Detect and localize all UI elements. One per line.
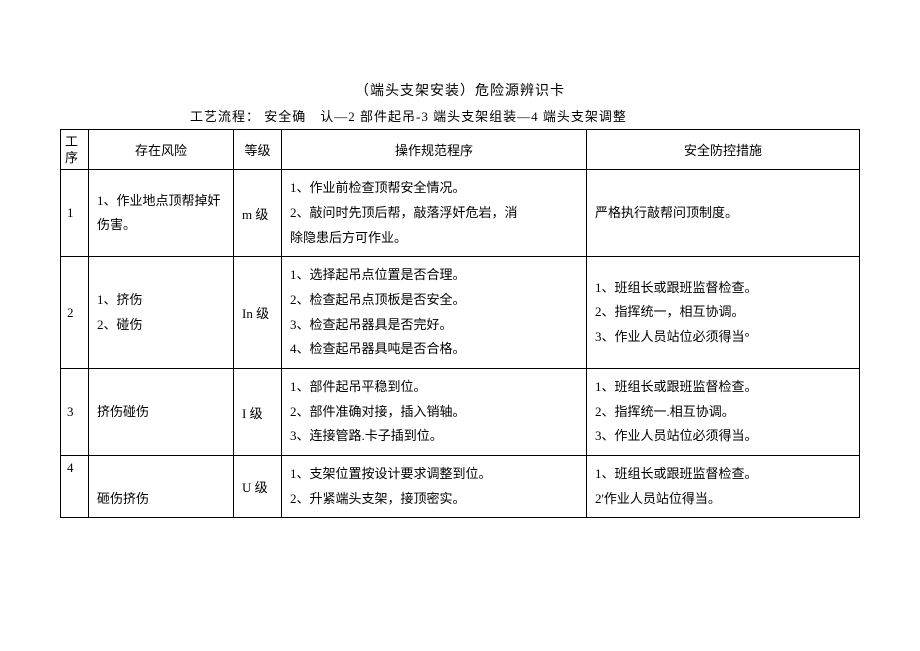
header-procedure: 操作规范程序 bbox=[282, 130, 587, 170]
measure-line: 1、班组长或跟班监督检查。 bbox=[595, 375, 851, 400]
document-title: （端头支架安装）危险源辨识卡 bbox=[60, 80, 860, 100]
cell-seq: 3 bbox=[61, 369, 89, 456]
procedure-line: 2、升紧端头支架，接顶密实。 bbox=[290, 487, 578, 512]
header-seq-l1: 工 bbox=[65, 134, 84, 150]
measure-line: 严格执行敲帮问顶制度。 bbox=[595, 201, 851, 226]
header-risk: 存在风险 bbox=[89, 130, 234, 170]
risk-line: 1、作业地点顶帮掉奸 bbox=[97, 189, 225, 214]
table-row: 4砸伤挤伤U 级1、支架位置按设计要求调整到位。2、升紧端头支架，接顶密实。1、… bbox=[61, 456, 860, 518]
table-header-row: 工 序 存在风险 等级 操作规范程序 安全防控措施 bbox=[61, 130, 860, 170]
measure-line: 2、指挥统一，相互协调。 bbox=[595, 300, 851, 325]
measure-line: 2'作业人员站位得当。 bbox=[595, 487, 851, 512]
cell-risk: 1、作业地点顶帮掉奸伤害。 bbox=[89, 170, 234, 257]
cell-seq: 1 bbox=[61, 170, 89, 257]
procedure-line: 3、检查起吊器具是否完好。 bbox=[290, 313, 578, 338]
hazard-table: 工 序 存在风险 等级 操作规范程序 安全防控措施 11、作业地点顶帮掉奸伤害。… bbox=[60, 129, 860, 518]
cell-risk: 挤伤碰伤 bbox=[89, 369, 234, 456]
process-label: 工艺流程： bbox=[190, 109, 260, 124]
cell-procedure: 1、作业前检查顶帮安全情况。2、敲问时先顶后帮，敲落浮奸危岩，消除隐患后方可作业… bbox=[282, 170, 587, 257]
process-flow: 工艺流程： 安全确 认—2 部件起吊-3 端头支架组装—4 端头支架调整 bbox=[60, 106, 860, 125]
cell-measure: 1、班组长或跟班监督检查。2'作业人员站位得当。 bbox=[587, 456, 860, 518]
measure-line: 2、指挥统一.相互协调。 bbox=[595, 400, 851, 425]
table-row: 21、挤伤2、碰伤In 级1、选择起吊点位置是否合理。2、检查起吊点顶板是否安全… bbox=[61, 257, 860, 369]
measure-line: 1、班组长或跟班监督检查。 bbox=[595, 276, 851, 301]
procedure-line: 2、敲问时先顶后帮，敲落浮奸危岩，消 bbox=[290, 201, 578, 226]
cell-procedure: 1、支架位置按设计要求调整到位。2、升紧端头支架，接顶密实。 bbox=[282, 456, 587, 518]
cell-level: In 级 bbox=[234, 257, 282, 369]
cell-procedure: 1、部件起吊平稳到位。2、部件准确对接，插入销轴。3、连接管路.卡子插到位。 bbox=[282, 369, 587, 456]
cell-level: I 级 bbox=[234, 369, 282, 456]
measure-line: 3、作业人员站位必须得当。 bbox=[595, 424, 851, 449]
procedure-line: 1、支架位置按设计要求调整到位。 bbox=[290, 462, 578, 487]
procedure-line: 2、部件准确对接，插入销轴。 bbox=[290, 400, 578, 425]
cell-seq: 2 bbox=[61, 257, 89, 369]
table-row: 11、作业地点顶帮掉奸伤害。m 级1、作业前检查顶帮安全情况。2、敲问时先顶后帮… bbox=[61, 170, 860, 257]
cell-procedure: 1、选择起吊点位置是否合理。2、检查起吊点顶板是否安全。3、检查起吊器具是否完好… bbox=[282, 257, 587, 369]
cell-level: m 级 bbox=[234, 170, 282, 257]
procedure-line: 2、检查起吊点顶板是否安全。 bbox=[290, 288, 578, 313]
procedure-line: 1、作业前检查顶帮安全情况。 bbox=[290, 176, 578, 201]
header-seq-l2: 序 bbox=[65, 150, 84, 166]
procedure-line: 4、检查起吊器具吨是否合格。 bbox=[290, 337, 578, 362]
procedure-line: 1、选择起吊点位置是否合理。 bbox=[290, 263, 578, 288]
header-level: 等级 bbox=[234, 130, 282, 170]
procedure-line: 除隐患后方可作业。 bbox=[290, 226, 578, 251]
risk-line: 砸伤挤伤 bbox=[97, 487, 225, 512]
cell-seq: 4 bbox=[61, 456, 89, 518]
cell-risk: 1、挤伤2、碰伤 bbox=[89, 257, 234, 369]
header-measure: 安全防控措施 bbox=[587, 130, 860, 170]
risk-line: 伤害。 bbox=[97, 213, 225, 238]
risk-line: 挤伤碰伤 bbox=[97, 400, 225, 425]
cell-measure: 严格执行敲帮问顶制度。 bbox=[587, 170, 860, 257]
measure-line: 1、班组长或跟班监督检查。 bbox=[595, 462, 851, 487]
measure-line: 3、作业人员站位必须得当° bbox=[595, 325, 851, 350]
procedure-line: 1、部件起吊平稳到位。 bbox=[290, 375, 578, 400]
process-text: 安全确 认—2 部件起吊-3 端头支架组装—4 端头支架调整 bbox=[264, 109, 627, 124]
procedure-line: 3、连接管路.卡子插到位。 bbox=[290, 424, 578, 449]
cell-risk: 砸伤挤伤 bbox=[89, 456, 234, 518]
cell-measure: 1、班组长或跟班监督检查。2、指挥统一，相互协调。3、作业人员站位必须得当° bbox=[587, 257, 860, 369]
risk-line: 2、碰伤 bbox=[97, 313, 225, 338]
cell-level: U 级 bbox=[234, 456, 282, 518]
header-seq: 工 序 bbox=[61, 130, 89, 170]
risk-line: 1、挤伤 bbox=[97, 288, 225, 313]
cell-measure: 1、班组长或跟班监督检查。2、指挥统一.相互协调。3、作业人员站位必须得当。 bbox=[587, 369, 860, 456]
table-row: 3挤伤碰伤I 级1、部件起吊平稳到位。2、部件准确对接，插入销轴。3、连接管路.… bbox=[61, 369, 860, 456]
